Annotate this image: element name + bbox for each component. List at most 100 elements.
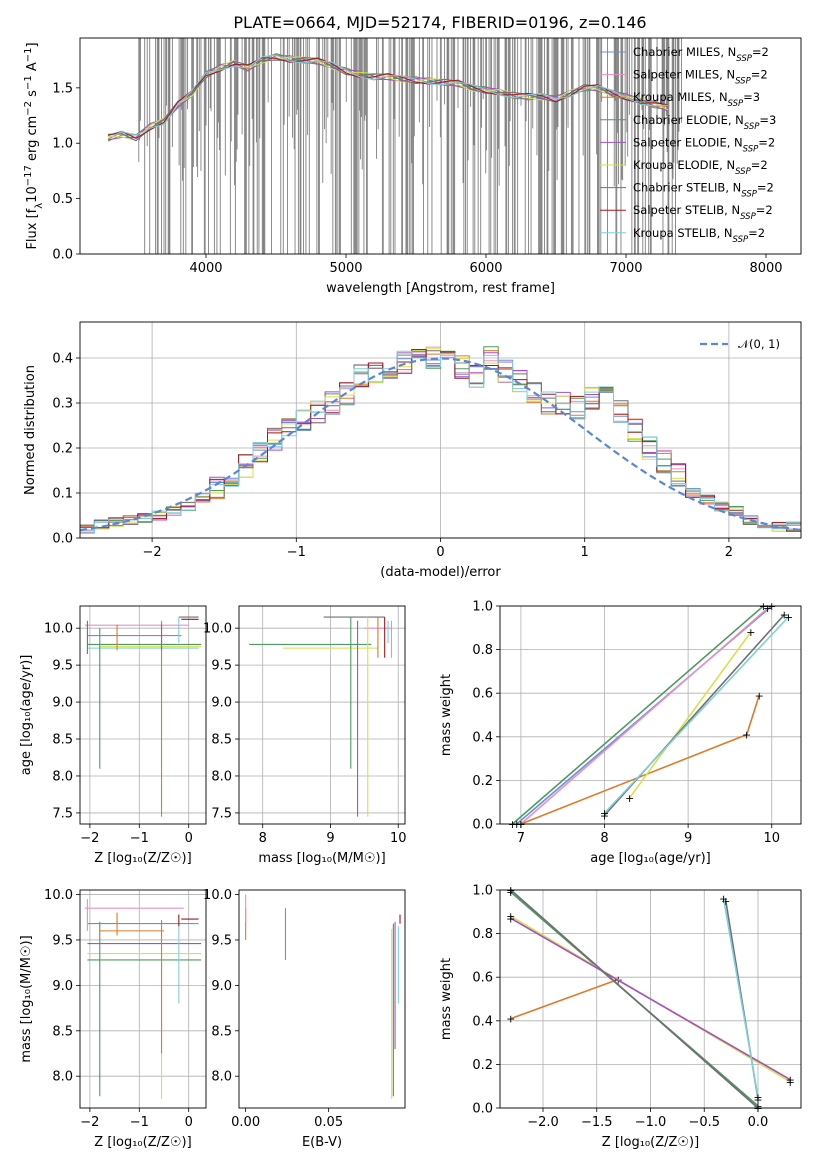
mass-vs-metallicity-panel: −2 −1 0 8.0 8.5 9.0 9.5 10.0 Z [log₁₀(Z/Z☉)] mass… [19, 888, 207, 1150]
legend-label-sub: SSP [740, 212, 756, 222]
plot-content [107, 38, 682, 254]
point-marker: + [508, 818, 517, 831]
x-tick-label: 0 [436, 545, 444, 560]
y-tick-label: 0.0 [472, 818, 493, 833]
legend-label-val: =2 [751, 158, 768, 172]
y-axis-label-part: erg cm [25, 116, 40, 165]
y-tick-label: 8.0 [211, 1070, 232, 1085]
y-tick-label: 0.2 [472, 1058, 493, 1073]
point-marker: + [753, 1093, 762, 1106]
legend-label-val: =3 [759, 113, 776, 127]
y-tick-label: 0.2 [472, 774, 493, 789]
legend-label-main: Salpeter MILES, N [633, 68, 735, 82]
point-marker: + [755, 689, 764, 702]
weight-curve [520, 695, 760, 825]
point-marker: + [506, 1013, 515, 1026]
x-tick-label: 8000 [749, 261, 782, 276]
x-axis-label: Z [log₁₀(Z/Z☉)] [94, 1135, 191, 1150]
axes-frame [79, 321, 802, 539]
y-axis-label: age [log₁₀(age/yr)] [19, 655, 34, 776]
x-tick-label: 0.05 [314, 1115, 343, 1130]
x-tick-label: 0.00 [231, 1115, 260, 1130]
x-tick-label: 5000 [329, 261, 362, 276]
plot-content: ++++++++++++++++ [506, 884, 795, 1115]
point-marker: + [786, 1076, 795, 1089]
weight-curve [722, 898, 759, 1098]
y-axis-label: mass weight [439, 958, 454, 1040]
axes-frame [499, 889, 802, 1109]
y-axis-label-part: −1 [23, 75, 34, 90]
y-axis-label: Flux [fλ10−17 erg cm−2 s−1 A−1] [23, 42, 45, 249]
legend-label: Kroupa STELIB, NSSP=2 [633, 226, 765, 245]
legend-label: Kroupa MILES, NSSP=3 [633, 90, 760, 109]
y-tick-label: 0.4 [52, 352, 73, 367]
legend-label-val: =3 [743, 90, 760, 104]
x-tick-label: −2 [80, 1115, 99, 1130]
y-axis-label-part: ] [25, 42, 40, 47]
legend-label-main: Kroupa MILES, N [633, 90, 728, 104]
axes-frame [79, 605, 207, 825]
mass-vs-ebv-panel: 0.00 0.05 8.0 8.5 9.0 9.5 10.0 E(B-V) [203, 888, 406, 1150]
y-axis-label-part: λ [34, 203, 45, 209]
x-tick-label: 1 [581, 545, 589, 560]
point-marker: + [506, 886, 515, 899]
legend-label: Salpeter STELIB, NSSP=2 [633, 203, 773, 222]
legend-label: Salpeter MILES, NSSP=2 [633, 68, 768, 87]
legend-label-val: =2 [751, 68, 768, 82]
point-marker: + [763, 602, 772, 615]
y-tick-label: 8.5 [52, 733, 73, 748]
point-marker: + [759, 600, 768, 613]
legend-label-val: =2 [758, 135, 775, 149]
y-tick-label: 8.5 [211, 733, 232, 748]
legend-label-sub: SSP [735, 77, 751, 87]
y-tick-label: 0.6 [472, 971, 493, 986]
spectrum-model-kroupa_stelib [107, 54, 669, 139]
spectrum-model-salpeter_stelib [107, 57, 669, 139]
y-axis-label: Normed distribution [23, 365, 38, 495]
legend-label-sub: SSP [744, 122, 760, 132]
plot-content: +++++++++++++++ [508, 600, 793, 831]
y-tick-label: 0.6 [472, 687, 493, 702]
legend-label-sub: SSP [735, 167, 751, 177]
point-marker: + [780, 609, 789, 622]
y-tick-label: 0.4 [472, 730, 493, 745]
y-axis-label-part: −2 [23, 101, 34, 116]
legend-label: Kroupa ELODIE, NSSP=2 [633, 158, 768, 177]
legend-label-sub: SSP [736, 54, 752, 64]
legend-label-sub: SSP [743, 144, 759, 154]
y-tick-label: 9.0 [52, 696, 73, 711]
y-tick-label: 7.5 [52, 806, 73, 821]
point-marker: + [753, 1100, 762, 1113]
x-tick-label: −1 [130, 1115, 149, 1130]
legend-label: Chabrier ELODIE, NSSP=3 [633, 113, 776, 132]
y-tick-label: 9.0 [211, 979, 232, 994]
y-tick-label: 10.0 [44, 888, 73, 903]
legend-label-main: Kroupa STELIB, N [633, 226, 733, 240]
y-tick-label: 0.3 [52, 397, 73, 412]
y-tick-label: 1.0 [472, 600, 493, 615]
x-tick-label: 0 [185, 1115, 193, 1130]
y-tick-label: 0.0 [52, 248, 73, 263]
y-axis-label: mass [log₁₀(M/M☉)] [19, 935, 34, 1062]
legend-label-val: =2 [752, 45, 769, 59]
weight-curve [510, 978, 619, 1020]
point-marker: + [512, 818, 521, 831]
legend-label: 𝒩(0, 1) [738, 337, 780, 351]
y-tick-label: 9.0 [211, 696, 232, 711]
legend-label: Chabrier STELIB, NSSP=2 [633, 181, 774, 200]
legend-label-main: Salpeter STELIB, N [633, 203, 740, 217]
y-tick-label: 9.5 [211, 933, 232, 948]
x-axis-label: E(B-V) [302, 1135, 342, 1150]
y-tick-label: 10.0 [203, 622, 232, 637]
gaussian-curve [79, 357, 802, 532]
point-marker: + [600, 809, 609, 822]
x-tick-label: 6000 [469, 261, 502, 276]
point-marker: + [721, 895, 730, 908]
x-tick-label: 7000 [609, 261, 642, 276]
y-tick-label: 0.5 [52, 192, 73, 207]
x-tick-label: −0.5 [688, 1115, 720, 1130]
weight-curve [520, 607, 769, 825]
point-marker: + [784, 611, 793, 624]
x-tick-label: 2 [725, 545, 733, 560]
